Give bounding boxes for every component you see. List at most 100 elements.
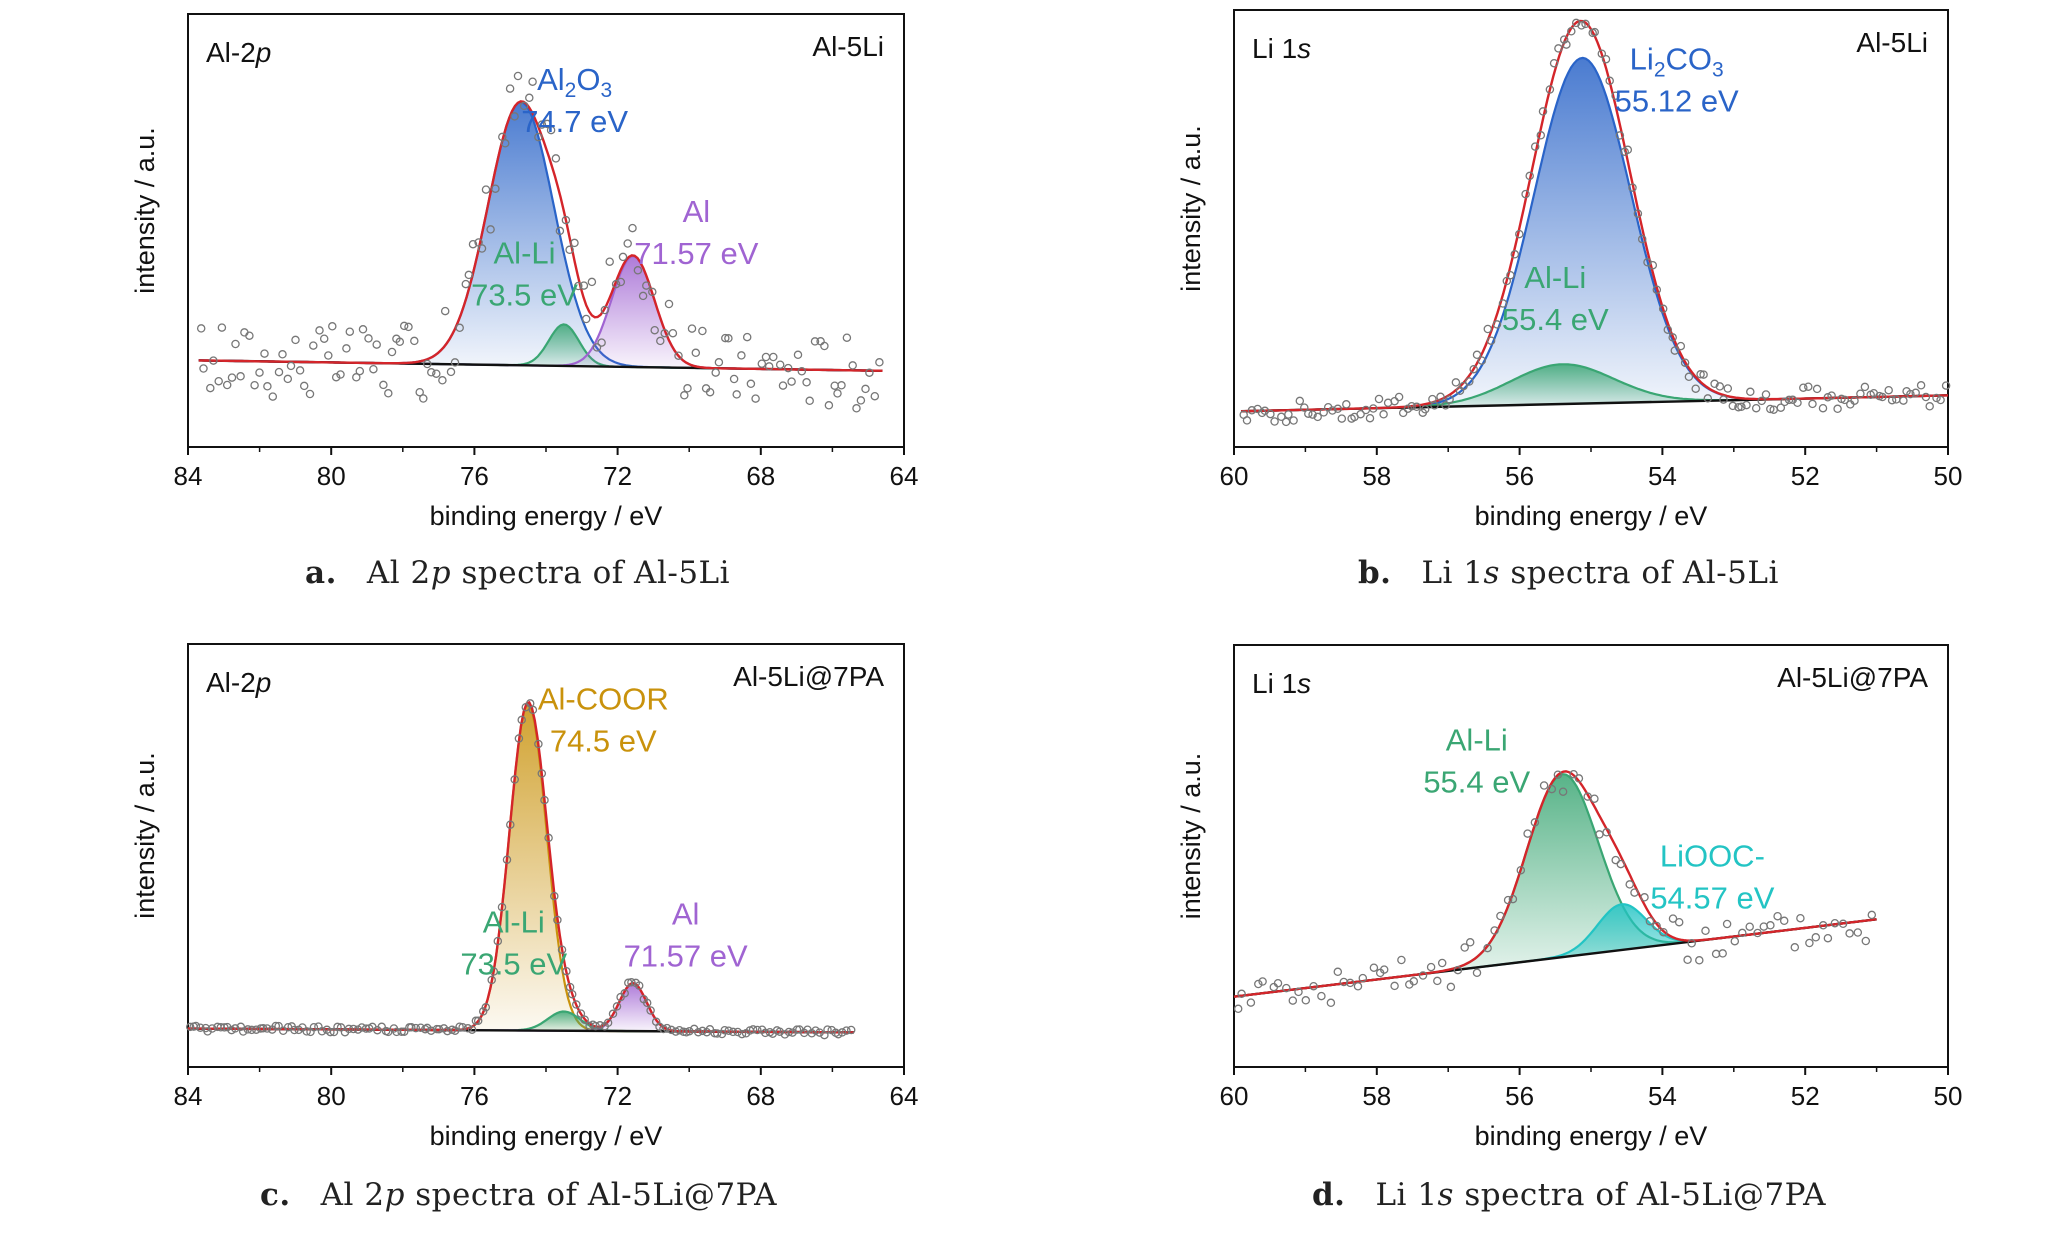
data-point — [231, 339, 240, 349]
data-point — [537, 769, 547, 778]
envelope-fit-curve — [198, 100, 883, 372]
data-point — [1811, 933, 1821, 942]
data-point — [1703, 394, 1713, 403]
data-point — [426, 1026, 436, 1035]
data-point — [1808, 399, 1817, 409]
peak-annotation-label: Al — [672, 897, 700, 932]
data-point — [1867, 910, 1877, 920]
data-point — [642, 281, 651, 290]
data-point — [1723, 384, 1733, 393]
data-point — [550, 891, 559, 901]
data-point — [333, 1022, 342, 1032]
data-point — [1451, 378, 1461, 387]
data-point — [309, 341, 318, 350]
x-tick-label: 80 — [317, 461, 346, 491]
annotation-subscript: 2 — [565, 79, 577, 102]
data-point — [724, 1026, 733, 1035]
data-point — [1503, 895, 1513, 905]
data-point — [1333, 404, 1343, 414]
caption-text-em: p — [384, 1177, 405, 1213]
corner-label-right: Al-5Li — [812, 31, 884, 62]
annotation-text: Al-Li — [494, 235, 556, 270]
data-point — [1793, 398, 1802, 408]
corner-label-main: Li 1 — [1252, 33, 1297, 64]
data-point — [662, 1023, 672, 1033]
data-point — [324, 351, 333, 360]
data-point — [1523, 829, 1532, 838]
caption-text-pre: Li 1 — [1375, 1177, 1438, 1213]
data-point — [861, 384, 870, 394]
data-point — [1766, 404, 1775, 414]
corner-label-em: s — [1297, 33, 1311, 64]
x-tick-label: 52 — [1791, 461, 1820, 491]
data-point — [1483, 324, 1493, 334]
data-point — [1710, 379, 1719, 389]
data-point — [542, 119, 552, 129]
data-point — [419, 394, 428, 403]
data-point — [345, 327, 355, 336]
data-point — [1761, 390, 1771, 399]
data-point — [471, 1016, 481, 1026]
data-point — [1472, 350, 1482, 360]
data-point — [720, 1025, 729, 1035]
data-point — [534, 739, 543, 749]
peak-annotation-energy: 55.4 eV — [1502, 302, 1609, 337]
data-point — [733, 1027, 742, 1037]
data-point — [305, 389, 315, 399]
data-point — [1339, 977, 1349, 987]
data-point — [1784, 395, 1794, 405]
data-point — [1625, 880, 1634, 889]
data-point — [1652, 285, 1662, 294]
caption-text-em: s — [1483, 555, 1500, 591]
chart-panel-c: 84 80 76 72 68 64 binding energy / eV intensity… — [130, 643, 918, 1151]
data-point — [820, 341, 829, 351]
data-point — [1337, 414, 1347, 423]
data-point — [1441, 401, 1450, 410]
data-point — [680, 391, 689, 400]
data-point — [1490, 926, 1499, 935]
data-point — [711, 368, 720, 377]
data-point — [342, 344, 351, 353]
data-point — [1453, 965, 1463, 975]
data-point — [487, 975, 496, 985]
data-point — [1390, 396, 1399, 406]
data-point — [1284, 410, 1293, 419]
data-point — [769, 352, 778, 362]
data-point — [1616, 859, 1626, 869]
data-point — [404, 322, 413, 332]
data-point — [698, 326, 707, 336]
data-point — [1738, 928, 1747, 938]
data-point — [761, 352, 771, 362]
data-point — [1804, 382, 1813, 391]
data-point — [1397, 955, 1406, 965]
data-point — [1521, 189, 1530, 199]
peak-annotation-energy: 55.4 eV — [1423, 765, 1530, 800]
data-point — [1498, 299, 1508, 308]
data-point — [1605, 76, 1614, 86]
data-point — [1753, 928, 1762, 938]
data-point — [1369, 963, 1379, 972]
data-point — [683, 384, 692, 393]
data-point — [1486, 336, 1496, 345]
data-point — [500, 139, 510, 148]
data-point — [574, 281, 583, 291]
data-point — [1663, 325, 1673, 334]
data-point — [1730, 936, 1740, 946]
data-point — [618, 252, 628, 262]
data-point — [837, 1028, 847, 1037]
data-point — [732, 390, 741, 399]
data-point — [737, 1029, 747, 1039]
annotation-text: Li — [1630, 42, 1654, 77]
chart-panel-a: 84 80 76 72 68 64 binding energy / eV intensity… — [130, 13, 918, 531]
data-point — [572, 1000, 581, 1009]
data-point — [1266, 409, 1275, 419]
data-point — [737, 351, 746, 360]
data-point — [1515, 229, 1524, 239]
caption-text-post: spectra of Al-5Li — [451, 555, 731, 591]
data-point — [1701, 926, 1710, 936]
data-point — [185, 1022, 195, 1032]
data-point — [748, 1025, 758, 1034]
data-point — [1887, 395, 1897, 405]
data-point — [196, 1023, 205, 1032]
peak-fill-li2co3 — [1241, 57, 1948, 412]
